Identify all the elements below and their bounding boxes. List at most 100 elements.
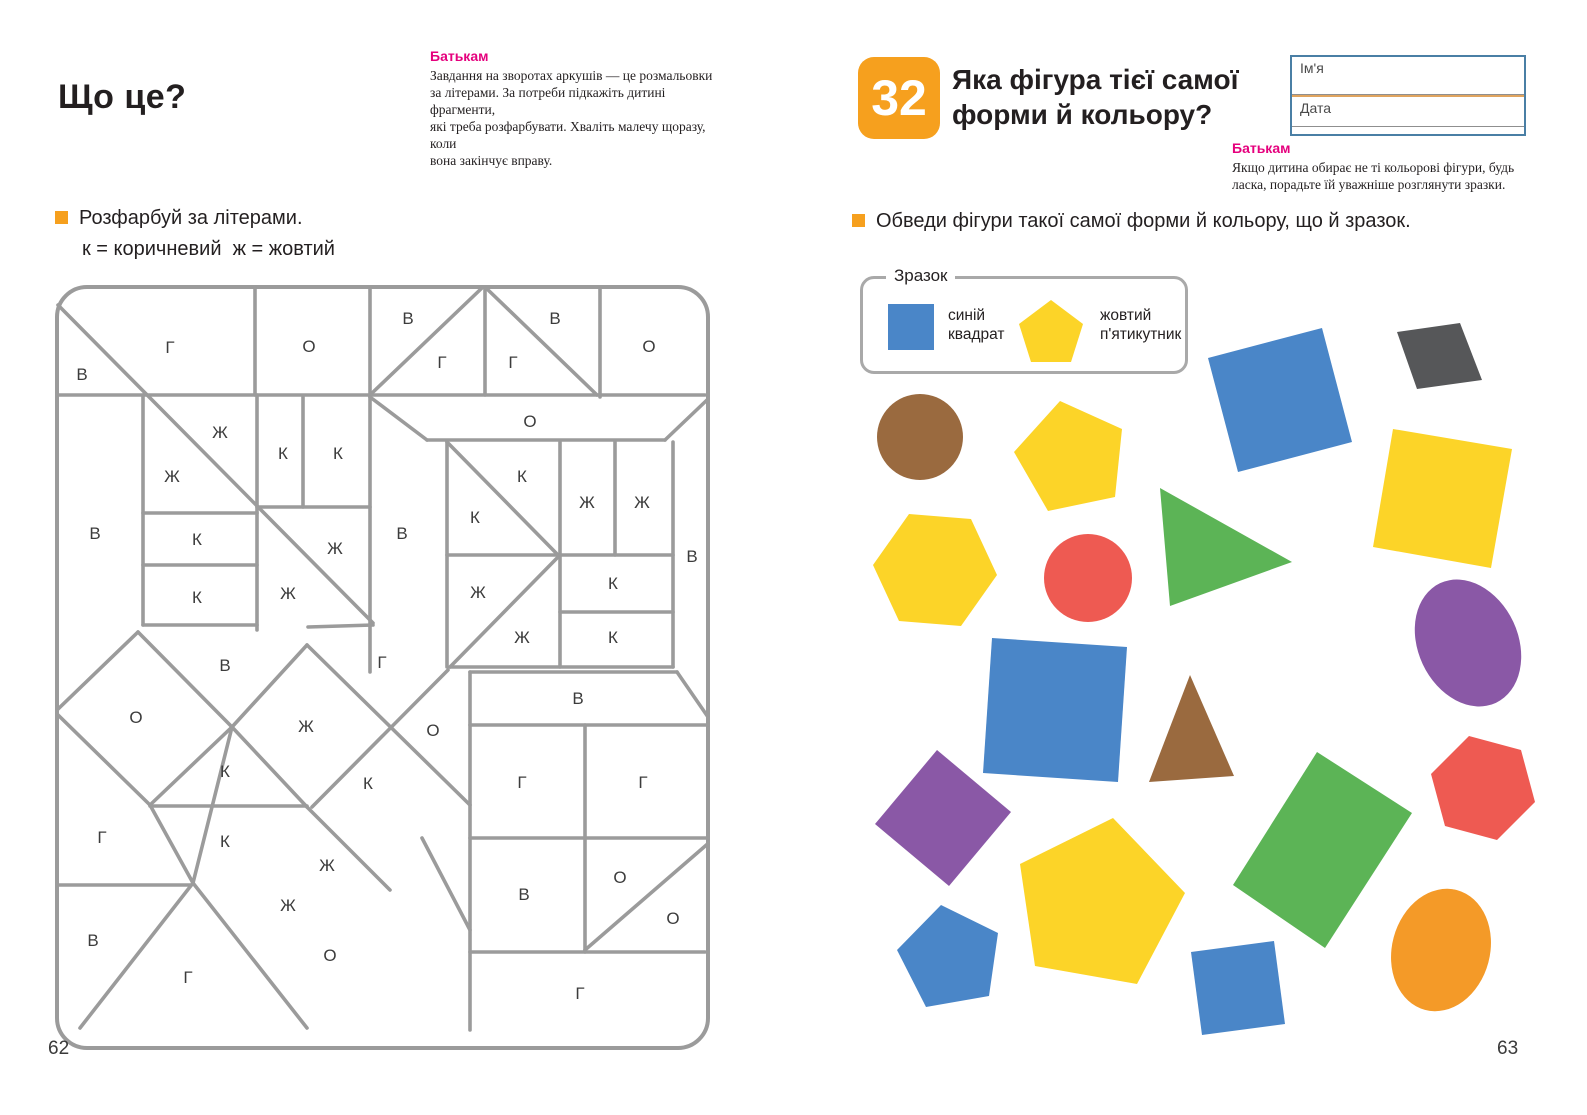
puzzle-line [583,839,710,952]
color-key-legend: к = коричневий ж = жовтий [82,238,335,260]
puzzle-letter-г: Г [508,353,517,372]
name-date-divider [1292,95,1524,97]
puzzle-line [675,670,710,719]
puzzle-letter-о: О [426,721,439,740]
blue-pentagon[interactable] [897,905,998,1007]
yellow-pentagon-icon [1019,300,1083,362]
red-circle[interactable] [1044,534,1132,622]
puzzle-line [483,285,599,397]
puzzle-line [368,285,485,397]
puzzle-line [663,398,709,442]
puzzle-letter-ж: Ж [470,583,486,602]
parents-note-line: Якщо дитина обирає не ті кольорові фігур… [1232,160,1515,175]
puzzle-letter-к: К [363,774,373,793]
green-triangle[interactable] [1160,488,1292,606]
puzzle-line [368,395,429,442]
puzzle-letter-ж: Ж [634,493,650,512]
page-title-right: Яка фігура тієї самої форми й кольору? [952,62,1239,132]
name-date-box: Ім'я Дата [1290,55,1526,136]
yellow-pentagon-large[interactable] [1020,818,1185,984]
green-rectangle[interactable] [1233,752,1412,948]
yellow-pentagon[interactable] [1014,401,1122,511]
parents-note-line: вона закінчує вправу. [430,153,553,168]
date-field[interactable]: Дата [1292,97,1524,134]
puzzle-letter-ж: Ж [280,896,296,915]
exercise-number-badge: 32 [858,57,940,139]
puzzle-letter-к: К [220,762,230,781]
puzzle-line [136,630,234,729]
puzzle-letter-ж: Ж [579,493,595,512]
puzzle-letter-к: К [220,832,230,851]
puzzle-line [148,803,195,885]
puzzle-letter-к: К [517,467,527,486]
blue-square-small[interactable] [1191,941,1285,1035]
puzzle-letter-в: В [518,885,529,904]
red-hexagon[interactable] [1431,736,1535,840]
puzzle-line [305,805,392,892]
puzzle-letter-ж: Ж [327,539,343,558]
puzzle-letter-ж: Ж [514,628,530,647]
color-by-letter-puzzle[interactable]: В Г О В Г В Г О О Ж Ж К К В К Ж К Ж В К К Ж Ж В Ж К Ж К В Г О Ж О К К В Г К Г Г… [55,285,710,1050]
title-line-2: форми й кольору? [952,99,1213,130]
instruction-right: Обведи фігури такої самої форми й кольор… [852,210,1411,233]
puzzle-letter-о: О [323,946,336,965]
puzzle-letter-в: В [402,309,413,328]
puzzle-letter-к: К [192,588,202,607]
puzzle-letter-г: Г [517,773,526,792]
blue-square-large[interactable] [983,638,1127,782]
puzzle-letter-г: Г [638,773,647,792]
page-number-right: 63 [1497,1038,1519,1059]
blue-square-icon [888,304,934,350]
bullet-square-icon [852,214,865,227]
purple-ellipse[interactable] [1395,562,1541,724]
puzzle-letter-в: В [89,524,100,543]
parents-note-heading: Батькам [430,48,489,64]
puzzle-line [310,668,450,809]
puzzle-line [191,725,234,885]
puzzle-letter-г: Г [97,828,106,847]
page-number-left: 62 [48,1038,70,1059]
puzzle-letter-к: К [608,628,618,647]
brown-triangle[interactable] [1149,675,1234,782]
sample-box [860,276,1188,374]
puzzle-letter-к: К [278,444,288,463]
puzzle-line [148,725,234,807]
pentagon-glyph [1019,300,1083,362]
sample-box-label: Зразок [886,266,956,286]
puzzle-line [306,623,375,629]
purple-square[interactable] [875,750,1011,886]
sample-item-label: жовтий п'ятикутник [1100,307,1182,343]
parents-note-line: які треба розфарбувати. Хваліть малечу щ… [430,119,706,151]
puzzle-letter-к: К [608,574,618,593]
puzzle-line [78,881,195,1030]
yellow-square[interactable] [1373,429,1512,568]
parents-note-right: Батькам Якщо дитина обирає не ті кольоро… [1232,140,1552,193]
puzzle-letter-о: О [129,708,142,727]
orange-ellipse[interactable] [1378,877,1505,1022]
sample-item-label: синій квадрат [948,307,1005,343]
puzzle-letter-к: К [192,530,202,549]
instruction-right-text: Обведи фігури такої самої форми й кольор… [876,210,1411,232]
puzzle-line [230,643,309,729]
instruction-left-text: Розфарбуй за літерами. [79,207,303,229]
blue-square[interactable] [1208,328,1352,472]
parents-note-line: Завдання на зворотах аркушів — це розмал… [430,68,713,83]
gray-parallelogram[interactable] [1397,323,1482,389]
name-field[interactable]: Ім'я [1292,57,1524,95]
yellow-hexagon[interactable] [873,514,997,626]
puzzle-line [191,881,309,1030]
puzzle-letter-ж: Ж [212,423,228,442]
puzzle-letter-ж: Ж [280,584,296,603]
title-line-1: Яка фігура тієї самої [952,64,1239,95]
puzzle-letter-в: В [549,309,560,328]
brown-circle[interactable] [877,394,963,480]
puzzle-letter-г: Г [575,984,584,1003]
puzzle-letter-ж: Ж [164,467,180,486]
sample-item-blue-square: синій квадрат [888,304,1005,350]
puzzle-letter-г: Г [437,353,446,372]
puzzle-letter-в: В [396,524,407,543]
puzzle-letter-ж: Ж [298,717,314,736]
instruction-left: Розфарбуй за літерами. [55,207,303,230]
